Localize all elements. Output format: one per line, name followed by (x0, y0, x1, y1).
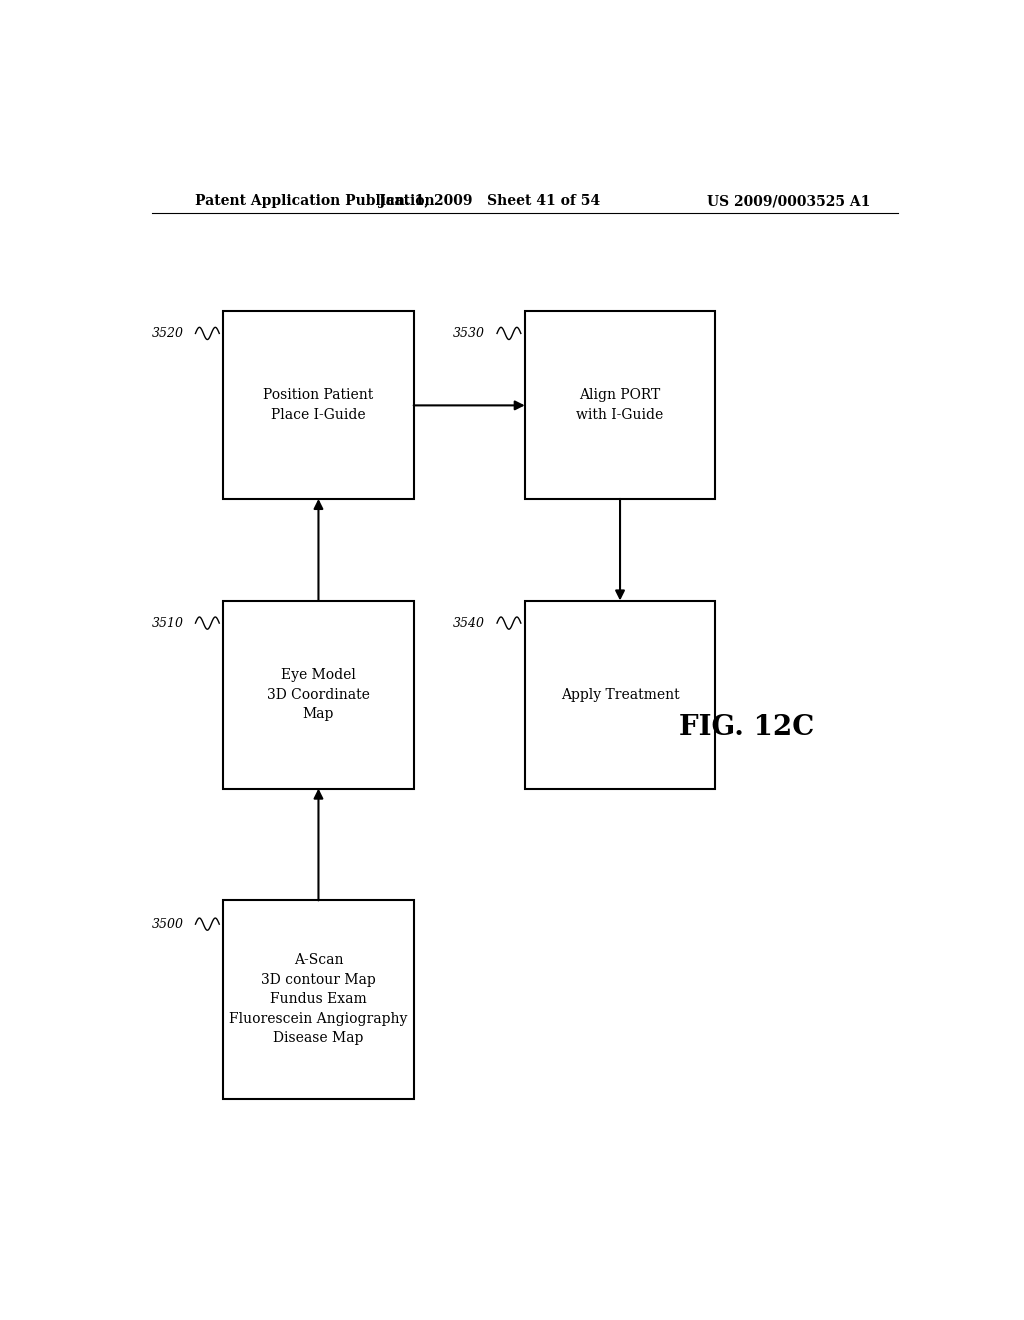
Text: Position Patient
Place I-Guide: Position Patient Place I-Guide (263, 388, 374, 421)
Text: Align PORT
with I-Guide: Align PORT with I-Guide (577, 388, 664, 421)
Text: Eye Model
3D Coordinate
Map: Eye Model 3D Coordinate Map (267, 668, 370, 721)
Text: FIG. 12C: FIG. 12C (679, 714, 815, 741)
Text: 3500: 3500 (152, 917, 183, 931)
Text: Jan. 1, 2009   Sheet 41 of 54: Jan. 1, 2009 Sheet 41 of 54 (379, 194, 600, 209)
Text: 3530: 3530 (453, 327, 485, 341)
Bar (524, 312, 715, 499)
Bar (223, 900, 414, 1098)
Bar (524, 601, 715, 788)
Text: 3510: 3510 (152, 616, 183, 630)
Bar (223, 312, 414, 499)
Text: A-Scan
3D contour Map
Fundus Exam
Fluorescein Angiography
Disease Map: A-Scan 3D contour Map Fundus Exam Fluore… (229, 953, 408, 1045)
Text: Apply Treatment: Apply Treatment (561, 688, 679, 701)
Text: 3540: 3540 (453, 616, 485, 630)
Text: Patent Application Publication: Patent Application Publication (196, 194, 435, 209)
Bar (223, 601, 414, 788)
Text: US 2009/0003525 A1: US 2009/0003525 A1 (707, 194, 870, 209)
Text: 3520: 3520 (152, 327, 183, 341)
